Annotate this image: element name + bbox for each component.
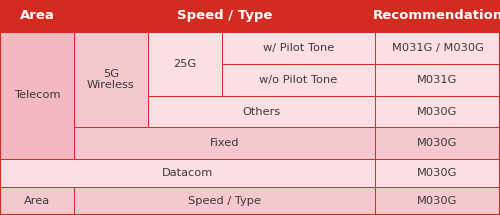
Bar: [148, 32, 222, 96]
Bar: [74, 127, 375, 159]
Bar: [0, 159, 375, 187]
Bar: [0, 187, 74, 215]
Bar: [375, 32, 500, 64]
Bar: [375, 0, 500, 32]
Bar: [375, 127, 500, 159]
Bar: [375, 96, 500, 127]
Bar: [0, 0, 74, 32]
Text: M030G: M030G: [418, 168, 458, 178]
Bar: [0, 32, 74, 159]
Text: M031G / M030G: M031G / M030G: [392, 43, 484, 53]
Text: M030G: M030G: [418, 138, 458, 148]
Text: M031G: M031G: [418, 75, 458, 85]
Text: w/o Pilot Tone: w/o Pilot Tone: [260, 75, 338, 85]
Bar: [148, 96, 375, 127]
Text: 25G: 25G: [174, 59, 197, 69]
Bar: [74, 32, 148, 127]
Bar: [222, 32, 375, 64]
Text: Datacom: Datacom: [162, 168, 213, 178]
Bar: [375, 64, 500, 96]
Text: Speed / Type: Speed / Type: [177, 9, 272, 22]
Text: M030G: M030G: [418, 107, 458, 117]
Bar: [74, 0, 375, 32]
Bar: [222, 64, 375, 96]
Bar: [74, 187, 375, 215]
Bar: [375, 159, 500, 187]
Text: w/ Pilot Tone: w/ Pilot Tone: [263, 43, 334, 53]
Text: Area: Area: [24, 196, 50, 206]
Text: Fixed: Fixed: [210, 138, 239, 148]
Text: Others: Others: [242, 107, 281, 117]
Text: M030G: M030G: [418, 196, 458, 206]
Text: Recommendation: Recommendation: [372, 9, 500, 22]
Text: 5G
Wireless: 5G Wireless: [87, 69, 135, 91]
Text: Telecom: Telecom: [14, 91, 60, 100]
Text: Area: Area: [20, 9, 54, 22]
Bar: [375, 187, 500, 215]
Text: Speed / Type: Speed / Type: [188, 196, 261, 206]
